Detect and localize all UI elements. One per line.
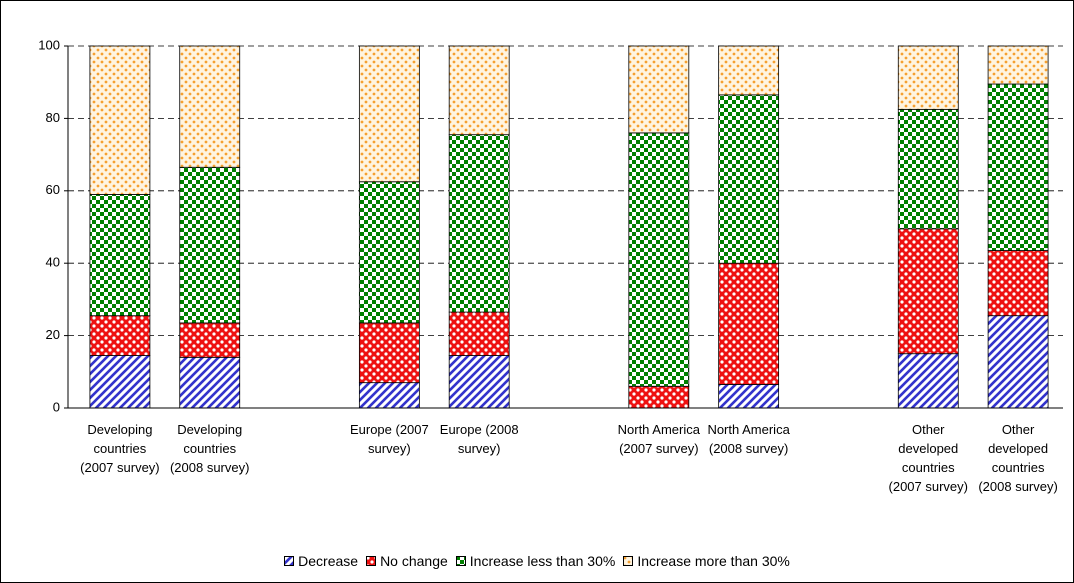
- legend-swatch: [623, 556, 634, 566]
- bar-segment: [89, 194, 151, 317]
- bar-segment: [987, 83, 1049, 251]
- bar-segment: [897, 353, 959, 409]
- bar-segment: [179, 166, 241, 324]
- bar-segment: [358, 181, 420, 324]
- bar-segment: [628, 45, 690, 134]
- x-tick-label: Europe (2008 survey): [439, 422, 519, 456]
- bar-segment: [448, 134, 510, 313]
- x-tick-label: Other developed countries (2008 survey): [978, 422, 1058, 494]
- legend-item: No change: [366, 553, 448, 569]
- bar-segment: [987, 250, 1049, 317]
- x-tick-label: North America (2008 survey): [707, 422, 790, 456]
- y-tick-label: 60: [46, 182, 60, 197]
- legend-label: Decrease: [298, 553, 359, 569]
- bar-segment: [89, 45, 151, 195]
- bar-segment: [358, 45, 420, 183]
- bar-segment: [179, 356, 241, 409]
- bar-segment: [448, 311, 510, 356]
- y-tick-label: 20: [46, 327, 60, 342]
- y-tick-label: 80: [46, 110, 60, 125]
- bar-segment: [718, 94, 780, 264]
- bar-segment: [718, 262, 780, 385]
- legend-item: Increase less than 30%: [455, 553, 616, 569]
- x-tick-label: Developing countries (2008 survey): [169, 422, 250, 475]
- bar-segment: [987, 315, 1049, 409]
- x-tick-label: Developing countries (2007 survey): [80, 422, 160, 475]
- bar-segment: [89, 315, 151, 356]
- legend-label: No change: [380, 553, 448, 569]
- bar-segment: [179, 45, 241, 168]
- y-tick-label: 100: [38, 37, 60, 52]
- bar-segment: [987, 45, 1049, 85]
- x-tick-label: Europe (2007 survey): [349, 422, 429, 456]
- bar-segment: [897, 45, 959, 110]
- legend-swatch: [284, 556, 295, 566]
- bar-segment: [179, 322, 241, 358]
- x-tick-label: Other developed countries (2007 survey): [888, 422, 968, 494]
- y-tick-label: 40: [46, 255, 60, 270]
- bar-segment: [89, 355, 151, 409]
- legend-label: Increase less than 30%: [469, 553, 616, 569]
- bar-segment: [897, 108, 959, 230]
- bar-segment: [448, 45, 510, 136]
- legend-label: Increase more than 30%: [637, 553, 790, 569]
- bar-segment: [718, 384, 780, 409]
- bar-segment: [718, 45, 780, 96]
- legend: Decrease No change Increase less than 30% I…: [0, 553, 1074, 569]
- bar-segment: [897, 228, 959, 355]
- bar-segment: [358, 382, 420, 409]
- legend-item: Increase more than 30%: [623, 553, 790, 569]
- legend-swatch: [455, 556, 466, 566]
- bar-segment: [628, 385, 690, 409]
- legend-item: Decrease: [284, 553, 358, 569]
- bar-segment: [628, 132, 690, 387]
- y-tick-label: 0: [53, 399, 60, 414]
- legend-swatch: [366, 556, 377, 566]
- bar-segment: [358, 322, 420, 384]
- x-tick-label: North America (2007 survey): [617, 422, 700, 456]
- bar-segment: [448, 355, 510, 409]
